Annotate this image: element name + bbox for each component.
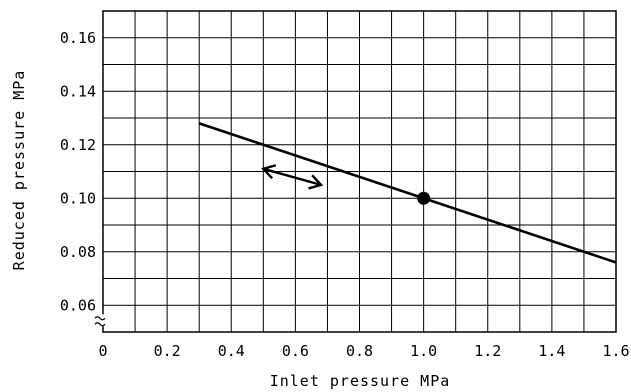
x-tick-label: 1.6 bbox=[602, 342, 629, 360]
y-axis-label: Reduced pressure MPa bbox=[10, 70, 28, 271]
y-tick-label: 0.06 bbox=[60, 296, 96, 314]
y-tick-labels: 0.16 0.14 0.12 0.10 0.08 0.06 bbox=[60, 29, 96, 315]
x-tick-label: 1.4 bbox=[538, 342, 565, 360]
series-line bbox=[199, 123, 616, 262]
set-point-marker bbox=[417, 192, 430, 205]
grid bbox=[103, 11, 616, 332]
x-tick-label: 1.0 bbox=[410, 342, 437, 360]
y-tick-label: 0.16 bbox=[60, 29, 96, 47]
x-tick-label: 0.2 bbox=[154, 342, 181, 360]
y-axis-break bbox=[95, 314, 107, 326]
markers-layer bbox=[417, 192, 430, 205]
adjustment-arrow bbox=[263, 165, 321, 188]
x-tick-label: 1.2 bbox=[474, 342, 501, 360]
x-tick-label: 0.4 bbox=[218, 342, 245, 360]
x-tick-label: 0.8 bbox=[346, 342, 373, 360]
y-tick-label: 0.12 bbox=[60, 136, 96, 154]
x-tick-label: 0.6 bbox=[282, 342, 309, 360]
y-tick-label: 0.08 bbox=[60, 243, 96, 261]
y-tick-label: 0.14 bbox=[60, 82, 96, 100]
x-axis-label: Inlet pressure MPa bbox=[270, 372, 451, 390]
y-tick-label: 0.10 bbox=[60, 189, 96, 207]
x-tick-labels: 0 0.2 0.4 0.6 0.8 1.0 1.2 1.4 1.6 bbox=[98, 342, 629, 360]
series-layer bbox=[199, 123, 616, 262]
x-tick-label: 0 bbox=[98, 342, 107, 360]
